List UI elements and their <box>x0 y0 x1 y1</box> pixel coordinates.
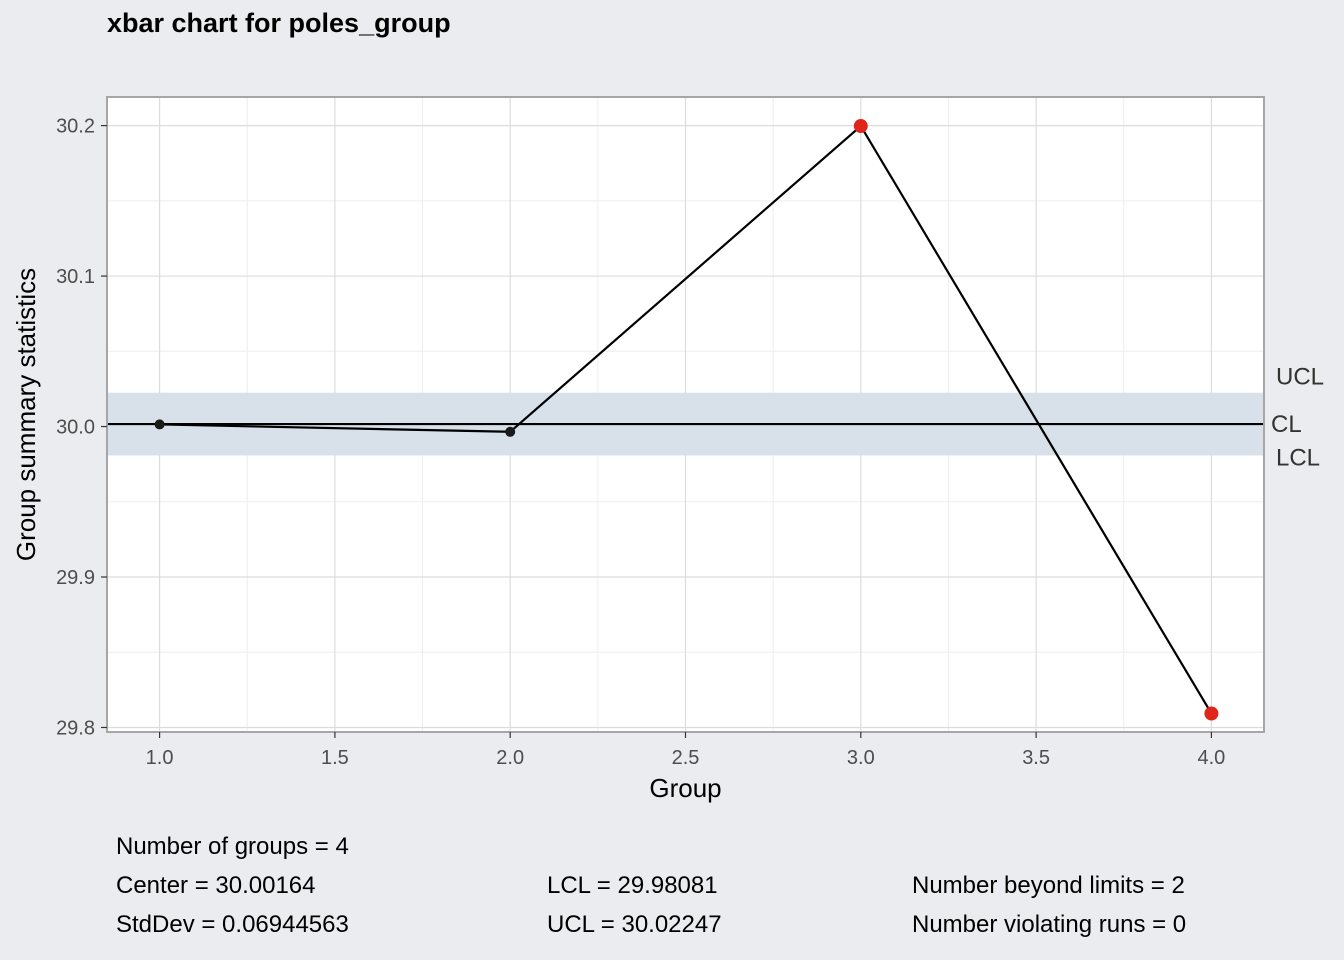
stats-violations-column: Number beyond limits = 2 Number violatin… <box>912 866 1186 944</box>
x-tick-label: 3.5 <box>1022 747 1050 769</box>
stats-limits-column: LCL = 29.98081 UCL = 30.02247 <box>547 866 722 944</box>
lcl-value: LCL = 29.98081 <box>547 872 718 899</box>
violation-point <box>853 119 868 134</box>
center-value: Center = 30.00164 <box>116 872 316 899</box>
ucl-value: UCL = 30.02247 <box>547 911 722 938</box>
control-limits-band <box>107 392 1264 456</box>
number-violating-runs: Number violating runs = 0 <box>912 911 1187 938</box>
y-axis-label: Group summary statistics <box>11 268 41 561</box>
stats-summary-column: Number of groups = 4 Center = 30.00164 S… <box>116 827 349 944</box>
series-layer <box>154 119 1219 721</box>
chart-title: xbar chart for poles_group <box>107 8 451 38</box>
y-tick-label: 29.8 <box>56 717 95 739</box>
y-tick-label: 30.2 <box>56 116 95 138</box>
x-axis-label: Group <box>649 773 721 803</box>
x-tick-label: 1.5 <box>321 747 349 769</box>
x-tick-label: 2.5 <box>672 747 700 769</box>
x-tick-label: 4.0 <box>1198 747 1226 769</box>
violation-point <box>1204 706 1219 721</box>
number-beyond-limits: Number beyond limits = 2 <box>912 872 1185 899</box>
series-line <box>159 124 1213 715</box>
y-tick-label: 29.9 <box>56 567 95 589</box>
x-tick-label: 3.0 <box>847 747 875 769</box>
stddev-value: StdDev = 0.06944563 <box>116 911 349 938</box>
y-tick-label: 30.1 <box>56 266 95 288</box>
cl-label: CL <box>1271 411 1302 438</box>
x-tick-label: 2.0 <box>496 747 524 769</box>
x-tick-label: 1.0 <box>146 747 174 769</box>
data-point <box>154 419 165 430</box>
axis-layer: 1.0 1.5 2.0 2.5 3.0 3.5 4.0 29.8 29.9 30.0 30.1 30.… <box>11 96 1324 803</box>
number-of-groups: Number of groups = 4 <box>116 833 349 860</box>
ucl-label: UCL <box>1276 364 1324 391</box>
data-point <box>505 426 516 437</box>
lcl-label: LCL <box>1276 444 1320 471</box>
y-tick-label: 30.0 <box>56 417 95 439</box>
